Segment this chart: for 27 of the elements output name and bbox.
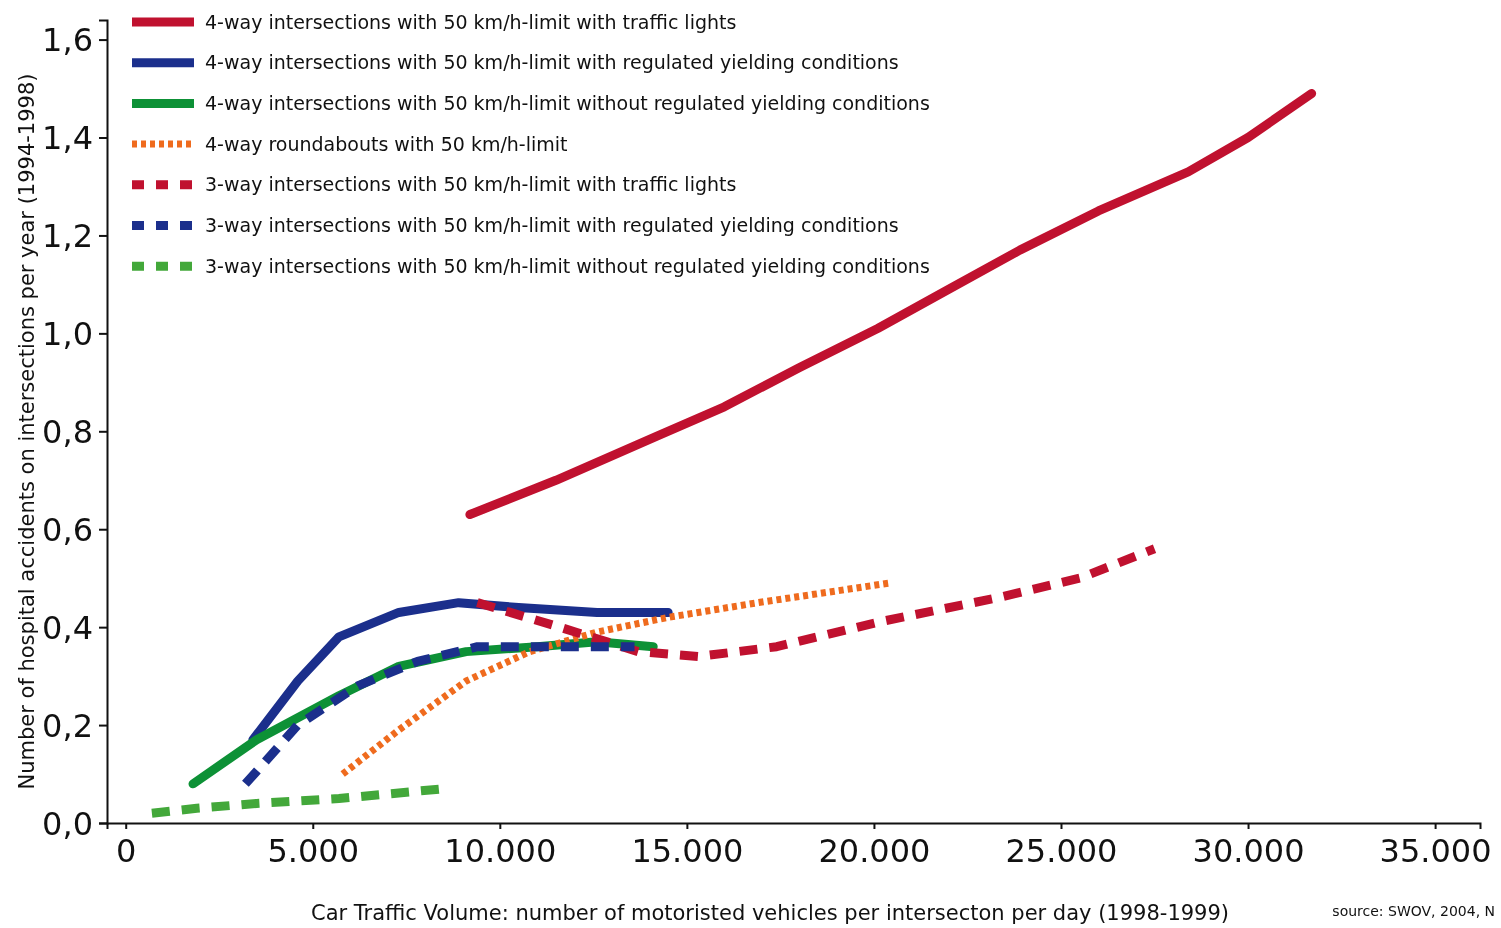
x-tick-label: 25.000: [1005, 831, 1118, 870]
y-tick-label: 0,0: [42, 804, 93, 843]
legend-label: 4-way intersections with 50 km/h-limit with regulated yielding conditions: [205, 51, 899, 74]
x-tick-label: 20.000: [818, 831, 931, 870]
x-tick-label: 35.000: [1379, 831, 1492, 870]
x-tick-label: 0: [116, 831, 137, 870]
y-tick-label: 0,6: [42, 510, 93, 549]
y-tick-label: 0,4: [42, 608, 93, 647]
y-tick-label: 1,4: [42, 119, 93, 158]
x-tick-label: 5.000: [267, 831, 360, 870]
x-tick-label: 15.000: [631, 831, 744, 870]
y-tick-label: 1,6: [42, 21, 93, 60]
y-tick-label: 1,0: [42, 315, 93, 354]
x-tick-label: 30.000: [1192, 831, 1305, 870]
y-axis-title: Number of hospital accidents on intersections per year (1994-1998): [15, 73, 39, 790]
legend-label: 3-way intersections with 50 km/h-limit with traffic lights: [205, 173, 737, 196]
x-axis-title: Car Traffic Volume: number of motoristed vehicles per intersecton per day (1998-1999): [310, 901, 1230, 925]
legend-label: 4-way roundabouts with 50 km/h-limit: [205, 132, 568, 155]
source-note: source: SWOV, 2004, N: [1332, 903, 1495, 919]
y-tick-label: 1,2: [42, 217, 93, 256]
legend-label: 4-way intersections with 50 km/h-limit without regulated yielding conditions: [205, 92, 930, 115]
y-tick-label: 0,2: [42, 706, 93, 745]
y-tick-label: 0,8: [42, 412, 93, 451]
legend-label: 3-way intersections with 50 km/h-limit without regulated yielding conditions: [205, 254, 930, 277]
legend-label: 3-way intersections with 50 km/h-limit with regulated yielding conditions: [205, 214, 899, 237]
legend-label: 4-way intersections with 50 km/h-limit with traffic lights: [205, 10, 737, 33]
x-tick-label: 10.000: [444, 831, 557, 870]
